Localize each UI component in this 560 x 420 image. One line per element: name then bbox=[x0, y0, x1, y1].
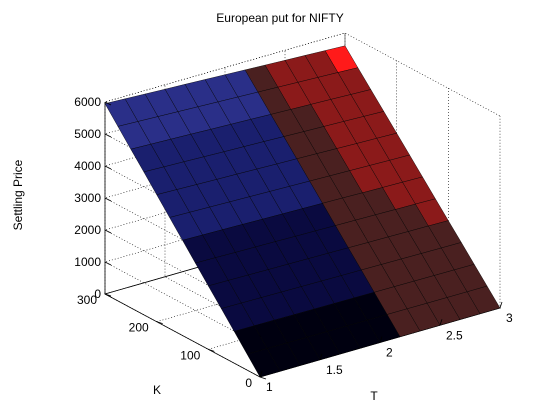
z-tick-label: 1000 bbox=[74, 255, 101, 269]
k-tick-mark bbox=[104, 293, 112, 297]
z-tick-mark bbox=[104, 261, 112, 266]
k-tick-label: 0 bbox=[245, 376, 252, 390]
t-tick-label: 3 bbox=[506, 311, 513, 325]
z-tick-label: 2000 bbox=[74, 223, 101, 237]
k-tick-label: 200 bbox=[129, 321, 149, 335]
z-tick-label: 6000 bbox=[74, 95, 101, 109]
t-tick-mark bbox=[379, 336, 383, 343]
t-tick-label: 1.5 bbox=[326, 363, 343, 377]
z-tick-mark bbox=[104, 133, 112, 138]
t-tick-mark bbox=[439, 319, 443, 326]
z-tick-mark bbox=[104, 165, 112, 170]
z-axis-label: Settling Price bbox=[11, 159, 25, 230]
t-tick-label: 2 bbox=[386, 346, 393, 360]
t-tick-mark bbox=[259, 370, 263, 378]
z-tick-label: 5000 bbox=[74, 127, 101, 141]
chart-title: European put for NIFTY bbox=[216, 11, 343, 25]
t-tick-mark bbox=[319, 353, 323, 360]
k-tick-mark bbox=[259, 376, 267, 380]
z-tick-label: 4000 bbox=[74, 159, 101, 173]
z-tick-label: 0 bbox=[94, 287, 101, 301]
z-tick-label: 3000 bbox=[74, 191, 101, 205]
k-tick-label: 300 bbox=[77, 293, 97, 307]
surface-layer bbox=[104, 45, 501, 378]
z-tick-mark bbox=[104, 101, 112, 106]
k-tick-mark bbox=[208, 348, 215, 352]
y-axis-label: K bbox=[153, 383, 161, 397]
tick-layer: 0 1000 2000 3000 4000 5000 6000 1 1.5 2 2.5 3 0 100 20… bbox=[74, 95, 513, 394]
k-tick-mark bbox=[156, 321, 163, 325]
t-tick-label: 1 bbox=[266, 380, 273, 394]
t-tick-mark bbox=[499, 301, 503, 309]
x-axis-label: T bbox=[370, 389, 378, 403]
k-tick-label: 100 bbox=[180, 348, 200, 362]
surface-patch bbox=[246, 348, 281, 378]
z-tick-mark bbox=[104, 229, 112, 234]
t-tick-label: 2.5 bbox=[446, 328, 463, 342]
z-tick-mark bbox=[104, 197, 112, 202]
